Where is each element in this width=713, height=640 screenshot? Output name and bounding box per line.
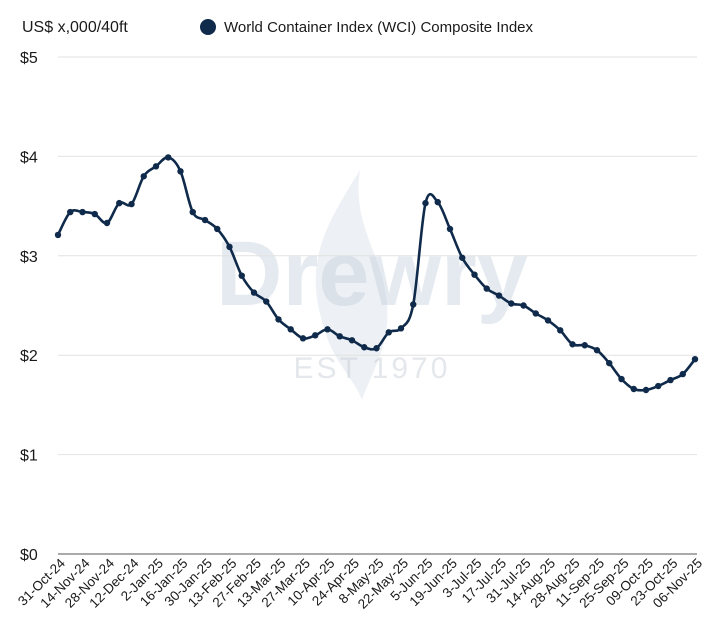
data-point — [67, 208, 74, 216]
data-point — [459, 254, 466, 261]
data-point — [348, 337, 356, 344]
data-point — [54, 231, 62, 239]
data-point — [91, 210, 98, 218]
data-point — [422, 199, 429, 207]
data-point — [299, 335, 307, 342]
data-point — [508, 300, 515, 307]
data-point — [214, 225, 221, 233]
x-axis: 31-Oct-2414-Nov-2428-Nov-2412-Dec-242-Ja… — [15, 555, 705, 612]
data-point — [336, 333, 343, 340]
data-point — [410, 301, 417, 308]
watermark-brand: Drewry — [216, 223, 528, 325]
data-point — [593, 347, 601, 354]
data-point — [287, 326, 294, 333]
data-point — [201, 216, 209, 224]
data-point — [79, 208, 86, 216]
data-point — [544, 317, 552, 324]
data-point — [385, 329, 392, 336]
y-tick-label: $4 — [20, 149, 38, 166]
data-point — [263, 298, 270, 305]
data-point — [642, 386, 650, 394]
data-point — [606, 359, 613, 367]
data-point — [152, 163, 160, 170]
data-point — [483, 285, 490, 292]
legend: World Container Index (WCI) Composite In… — [200, 19, 534, 36]
y-tick-label: $2 — [20, 348, 38, 365]
data-point — [471, 271, 478, 278]
gridlines — [58, 56, 697, 555]
y-axis-label: US$ x,000/40ft — [22, 19, 128, 36]
data-point — [238, 272, 245, 279]
data-point — [116, 199, 123, 207]
y-tick-label: $0 — [20, 547, 38, 564]
data-point — [667, 376, 674, 384]
data-point — [446, 225, 454, 233]
data-point — [226, 243, 233, 251]
y-tick-label: $3 — [20, 249, 38, 266]
y-axis: $0 $1 $2 $3 $4 $5 — [20, 50, 38, 564]
data-point — [275, 316, 282, 323]
data-point — [581, 342, 588, 349]
y-tick-label: $5 — [20, 50, 38, 67]
data-point — [165, 154, 172, 161]
legend-label: World Container Index (WCI) Composite In… — [224, 19, 534, 36]
data-point — [397, 325, 405, 332]
data-point — [618, 375, 625, 383]
data-point — [250, 289, 258, 296]
data-point — [557, 327, 564, 334]
data-point — [532, 310, 539, 317]
data-point — [520, 302, 527, 309]
data-point — [177, 168, 184, 175]
series-points — [54, 154, 699, 394]
data-point — [691, 355, 699, 363]
data-point — [128, 200, 135, 208]
watermark-tagline: EST 1970 — [294, 352, 451, 385]
data-point — [630, 385, 637, 393]
data-point — [312, 332, 319, 339]
data-point — [569, 341, 576, 348]
flame-icon — [315, 170, 388, 400]
data-point — [103, 219, 111, 227]
drewry-watermark: Drewry EST 1970 — [216, 170, 528, 400]
data-point — [434, 198, 441, 206]
data-point — [655, 382, 662, 390]
data-point — [495, 292, 503, 299]
data-point — [679, 370, 686, 378]
y-tick-label: $1 — [20, 448, 38, 465]
data-point — [361, 344, 368, 351]
data-point — [324, 326, 331, 333]
data-point — [373, 345, 380, 352]
legend-marker — [200, 19, 216, 35]
data-point — [189, 208, 196, 216]
data-point — [140, 173, 147, 180]
